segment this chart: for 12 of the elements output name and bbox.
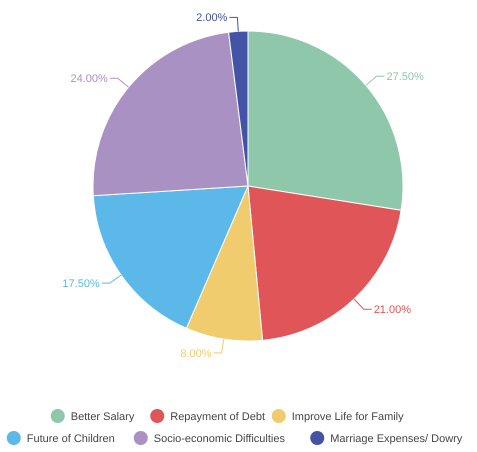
legend-label: Repayment of Debt	[170, 410, 266, 423]
data-label: 24.00%	[70, 73, 108, 86]
legend-label: Marriage Expenses/ Dowry	[330, 432, 463, 445]
data-label: 2.00%	[196, 12, 228, 24]
data-label: 21.00%	[374, 304, 412, 316]
data-label: 27.50%	[386, 71, 424, 84]
legend-label: Better Salary	[70, 410, 135, 423]
data-label: 8.00%	[180, 348, 212, 360]
legend-label: Future of Children	[26, 432, 115, 445]
legend-label: Improve Life for Family	[292, 410, 404, 423]
legend-label: Socio-economic Difficulties	[154, 432, 286, 445]
data-label: 17.50%	[62, 278, 100, 290]
